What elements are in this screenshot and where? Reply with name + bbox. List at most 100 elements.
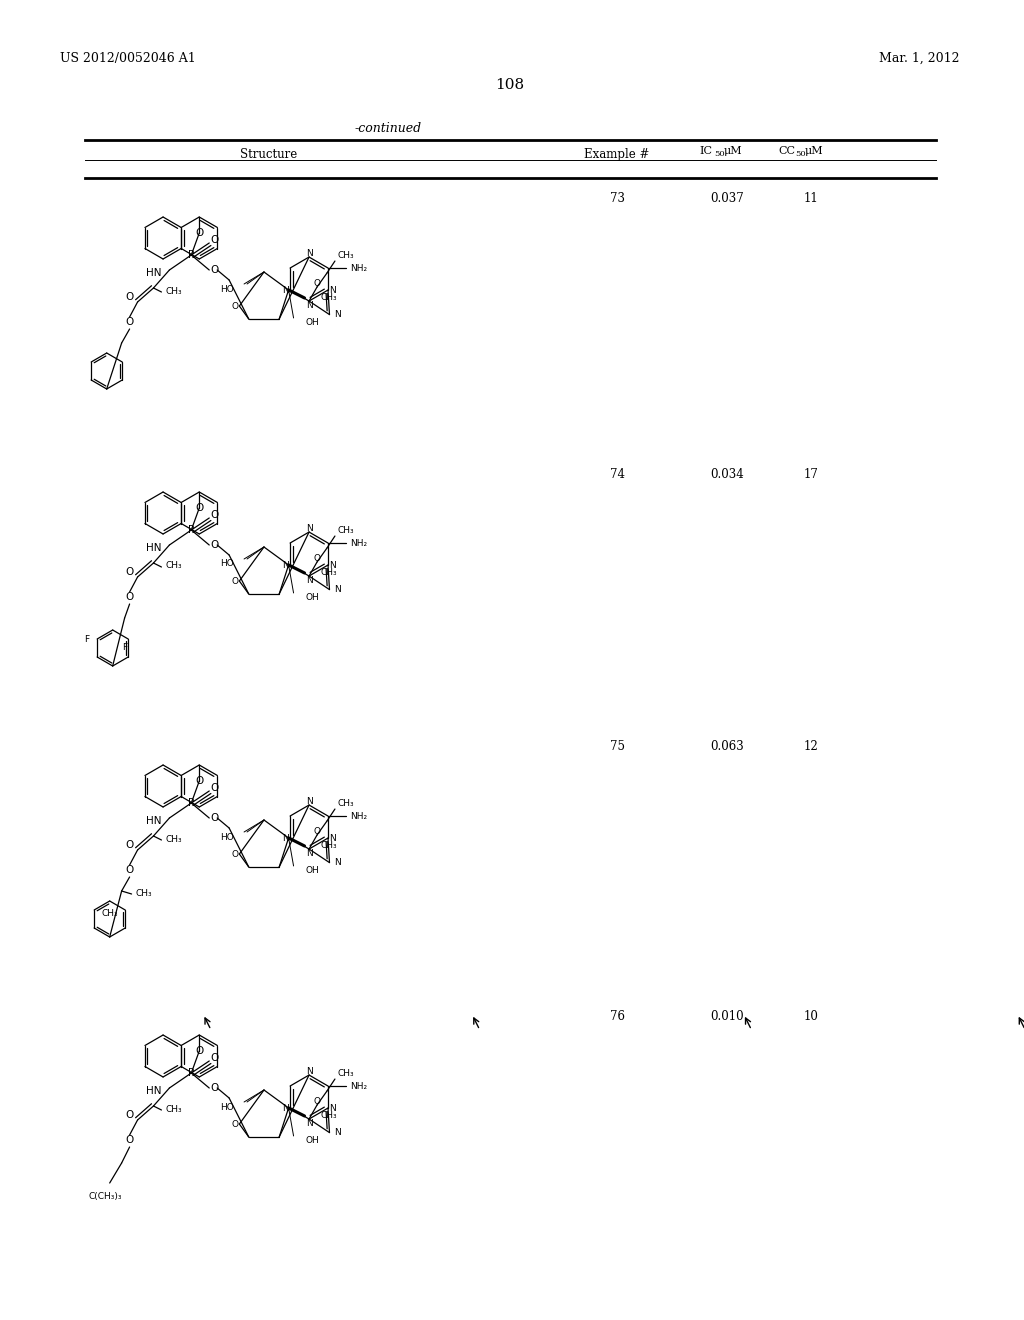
Text: HN: HN [146,816,162,826]
Text: N: N [335,1129,341,1137]
Text: CH₃: CH₃ [321,293,337,302]
Text: O: O [126,840,134,850]
Text: NH₂: NH₂ [350,539,367,548]
Text: CH₃: CH₃ [338,525,354,535]
Text: O: O [210,1082,218,1093]
Text: CH₃: CH₃ [338,799,354,808]
Text: N: N [330,1104,336,1113]
Text: O: O [196,503,204,513]
Text: O: O [231,577,239,586]
Text: CH₃: CH₃ [321,569,337,577]
Text: F: F [122,643,127,652]
Text: P: P [188,525,195,535]
Text: 0.010: 0.010 [710,1010,743,1023]
Text: O: O [210,813,218,822]
Text: 0.037: 0.037 [710,191,743,205]
Text: C(CH₃)₃: C(CH₃)₃ [89,1192,123,1201]
Text: 50: 50 [715,150,725,158]
Text: CH₃: CH₃ [321,1111,337,1121]
Text: N: N [306,576,312,585]
Text: CH₃: CH₃ [101,908,118,917]
Text: NH₂: NH₂ [350,1081,367,1090]
Text: O: O [210,510,218,520]
Text: O: O [210,265,218,275]
Text: O: O [313,1097,321,1106]
Text: 76: 76 [609,1010,625,1023]
Text: 75: 75 [609,741,625,752]
Text: O: O [210,783,218,793]
Text: HN: HN [146,268,162,279]
Text: HN: HN [146,1086,162,1096]
Text: CH₃: CH₃ [166,561,182,570]
Text: HO: HO [220,1102,234,1111]
Text: US 2012/0052046 A1: US 2012/0052046 A1 [59,51,196,65]
Text: CH₃: CH₃ [166,286,182,296]
Text: P: P [188,799,195,808]
Text: OH: OH [305,318,319,327]
Text: N: N [282,1104,289,1113]
Text: 0.034: 0.034 [710,469,743,480]
Text: CC: CC [778,147,796,156]
Text: HO: HO [220,833,234,842]
Text: O: O [126,865,134,875]
Text: N: N [282,285,289,294]
Text: OH: OH [305,1137,319,1146]
Text: O: O [313,279,321,288]
Text: O: O [231,1119,239,1129]
Text: N: N [306,1118,312,1127]
Text: 10: 10 [804,1010,819,1023]
Text: N: N [282,561,289,569]
Text: OH: OH [305,594,319,602]
Text: P: P [188,249,195,260]
Text: O: O [210,540,218,550]
Text: CH₃: CH₃ [338,251,354,260]
Text: CH₃: CH₃ [338,1068,354,1077]
Text: F: F [84,635,89,644]
Text: Mar. 1, 2012: Mar. 1, 2012 [879,51,959,65]
Text: Structure: Structure [241,148,297,161]
Text: μM: μM [804,147,823,156]
Text: CH₃: CH₃ [166,834,182,843]
Text: O: O [126,591,134,602]
Text: NH₂: NH₂ [350,812,367,821]
Text: O: O [126,292,134,302]
Text: CH₃: CH₃ [321,841,337,850]
Text: O: O [196,1045,204,1056]
Text: HO: HO [220,560,234,569]
Text: -continued: -continued [354,121,422,135]
Text: P: P [188,1068,195,1078]
Text: N: N [306,248,312,257]
Text: NH₂: NH₂ [350,264,367,272]
Text: 12: 12 [804,741,818,752]
Text: N: N [306,1067,312,1076]
Text: 0.063: 0.063 [710,741,743,752]
Text: 50: 50 [796,150,806,158]
Text: HN: HN [146,543,162,553]
Text: N: N [282,833,289,842]
Text: O: O [126,1135,134,1144]
Text: 74: 74 [609,469,625,480]
Text: CH₃: CH₃ [135,888,153,898]
Text: O: O [231,850,239,858]
Text: O: O [231,301,239,310]
Text: CH₃: CH₃ [166,1105,182,1114]
Text: N: N [335,585,341,594]
Text: 108: 108 [495,78,524,92]
Text: Example #: Example # [585,148,650,161]
Text: N: N [306,301,312,309]
Text: O: O [126,1110,134,1119]
Text: O: O [313,553,321,562]
Text: O: O [210,1053,218,1063]
Text: N: N [306,849,312,858]
Text: N: N [330,285,336,294]
Text: O: O [126,317,134,327]
Text: HO: HO [220,285,234,293]
Text: μM: μM [724,147,742,156]
Text: N: N [330,833,336,842]
Text: O: O [196,228,204,238]
Text: N: N [306,796,312,805]
Text: 73: 73 [609,191,625,205]
Text: 17: 17 [804,469,819,480]
Text: 11: 11 [804,191,818,205]
Text: OH: OH [305,866,319,875]
